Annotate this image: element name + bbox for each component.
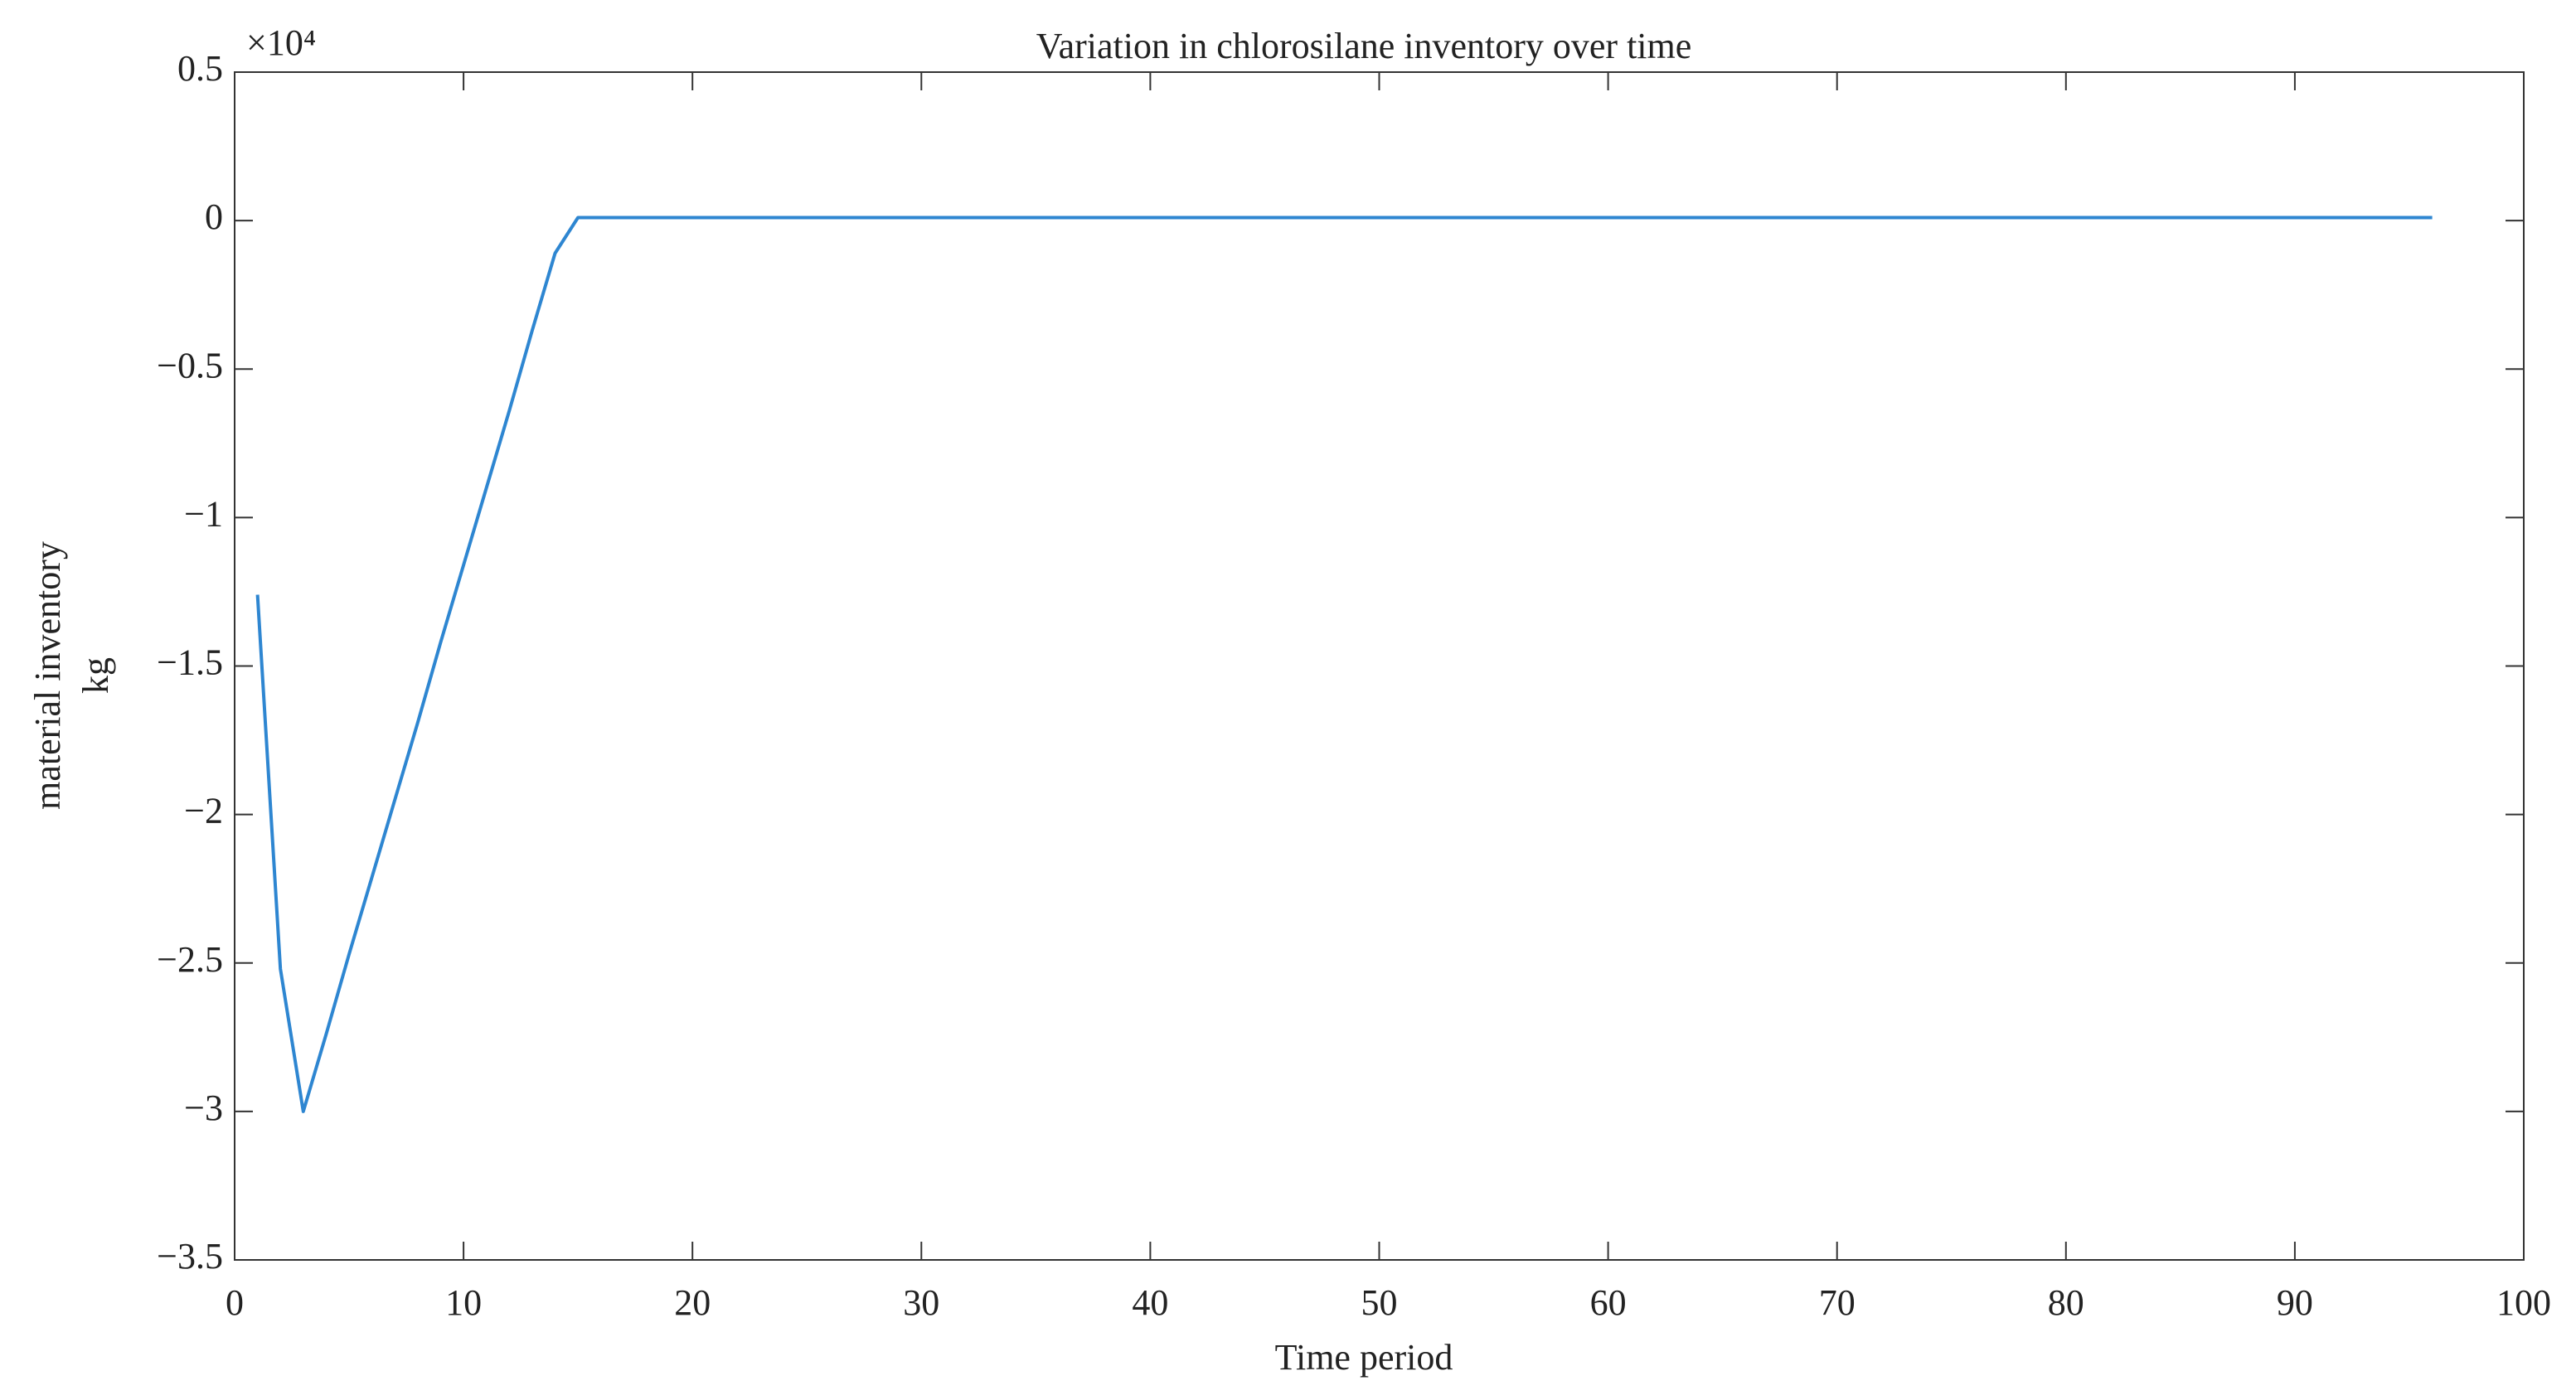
x-tick-label: 50 — [1361, 1282, 1398, 1323]
y-tick-label: −2.5 — [157, 939, 223, 980]
x-tick-label: 80 — [2048, 1282, 2084, 1323]
y-tick-label: 0 — [205, 196, 223, 237]
y-tick-label: −1.5 — [157, 642, 223, 683]
x-tick-label: 70 — [1819, 1282, 1856, 1323]
y-axis-label: material inventory — [27, 541, 68, 810]
x-tick-label: 40 — [1132, 1282, 1168, 1323]
data-line — [255, 216, 2433, 1113]
x-tick-label: 10 — [445, 1282, 482, 1323]
x-tick-label: 30 — [903, 1282, 939, 1323]
x-tick-label: 90 — [2277, 1282, 2313, 1323]
y-tick-label: −0.5 — [157, 345, 223, 385]
x-tick-label: 100 — [2496, 1282, 2551, 1323]
chart-title: Variation in chlorosilane inventory over… — [1036, 26, 1692, 66]
x-axis-label: Time period — [1275, 1337, 1453, 1378]
x-tick-label: 0 — [226, 1282, 244, 1323]
y-tick-label: −3 — [184, 1088, 223, 1128]
y-tick-label: −3.5 — [157, 1236, 223, 1276]
y-tick-label: −2 — [184, 791, 223, 831]
y-tick-label: 0.5 — [177, 48, 223, 89]
y-multiplier: ×10⁴ — [246, 22, 316, 63]
y-tick-label: −1 — [184, 493, 223, 534]
x-tick-label: 20 — [674, 1282, 711, 1323]
y-axis-label: kg — [75, 657, 116, 694]
x-tick-label: 60 — [1590, 1282, 1627, 1323]
